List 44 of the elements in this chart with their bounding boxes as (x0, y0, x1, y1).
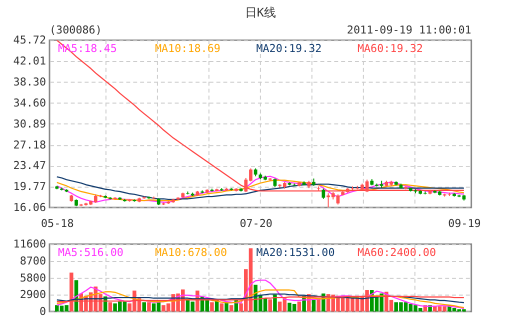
y-tick-label: 34.60 (13, 96, 46, 110)
y-tick-label: 8700 (20, 254, 46, 268)
text: MA5:516.00 (58, 246, 124, 260)
bar (147, 302, 151, 312)
bar (229, 305, 234, 312)
bar (210, 302, 214, 312)
y-tick-label: 38.30 (13, 76, 46, 89)
y-tick-label: 11600 (13, 238, 46, 251)
line-series (56, 293, 465, 304)
text: 2011-09-19 11:00:01 (346, 23, 472, 36)
line-series (56, 280, 465, 310)
y-tick-label: 23.47 (13, 159, 46, 172)
y-tick-label: 19.77 (13, 180, 46, 194)
text: MA20:1531.00 (256, 246, 335, 260)
y-tick-label: 0 (39, 304, 46, 318)
chart-title: 日K线 (244, 5, 276, 20)
line-series (56, 180, 465, 202)
bar (268, 299, 272, 312)
bar (312, 300, 316, 312)
y-tick-label: 16.06 (13, 201, 46, 214)
text: MA20:19.32 (256, 42, 322, 56)
text: MA10:678.00 (154, 246, 227, 260)
bar (142, 302, 146, 312)
x-tick-label: 05-18 (41, 216, 74, 230)
x-tick-label: 07-20 (240, 216, 272, 230)
bar (297, 302, 302, 312)
line-series (56, 289, 465, 308)
candlestick (322, 188, 326, 200)
y-tick-label: 30.89 (13, 117, 46, 130)
y-tick-label: 2900 (20, 288, 46, 302)
text: MA60:2400.00 (357, 246, 436, 260)
bar (220, 303, 224, 312)
line-series (56, 40, 465, 192)
y-tick-label: 27.18 (13, 138, 46, 152)
y-tick-label: 42.01 (13, 54, 46, 68)
bar (108, 302, 112, 312)
y-tick-label: 5800 (20, 271, 46, 284)
bar (70, 272, 74, 312)
text: MA60:19.32 (357, 42, 423, 56)
bar (273, 294, 277, 312)
text: (300086) (50, 23, 102, 36)
y-tick-label: 45.72 (13, 34, 46, 47)
text: MA10:18.69 (154, 42, 220, 56)
x-tick-label: 09-19 (448, 216, 481, 230)
